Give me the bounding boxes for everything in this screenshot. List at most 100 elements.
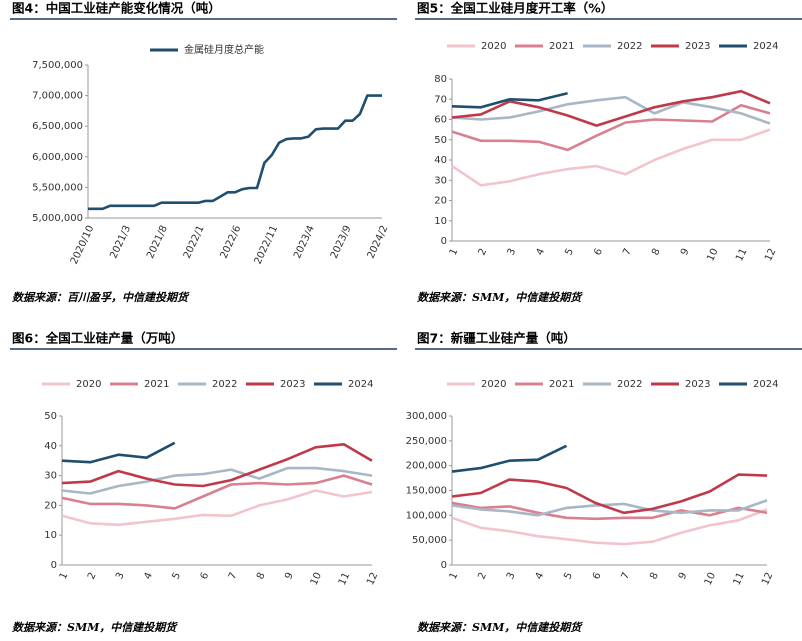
series-line [88,94,382,211]
x-tick-label: 2022/6 [219,224,244,261]
x-tick-label: 8 [650,247,663,257]
x-tick-label: 2021/3 [108,224,133,261]
series-line [451,91,568,109]
x-tick-label: 3 [506,247,519,257]
y-tick-label: 40 [44,441,57,452]
series-line [451,473,768,515]
x-tick-label: 4 [534,571,547,581]
y-tick-label: 20 [44,500,57,511]
legend-label: 2020 [481,379,506,390]
x-tick-label: 8 [648,571,661,581]
x-tick-label: 6 [591,571,604,581]
x-tick-label: 9 [679,247,692,257]
y-tick-label: 6,500,000 [32,121,83,132]
legend-label: 2022 [212,379,237,390]
y-tick-label: 60 [434,115,447,126]
y-tick-label: 30 [44,471,57,482]
y-tick-label: 50 [44,411,57,422]
chart-panel: 图4：中国工业硅产能变化情况（吨） 5,000,000 5,500,000 6,000… [10,1,397,304]
x-tick-label: 3 [114,571,127,581]
series-line [451,95,771,125]
series-line [451,499,768,517]
legend-label: 2023 [685,41,710,52]
legend-label: 2022 [617,41,642,52]
chart-title: 图4：中国工业硅产能变化情况（吨） [12,1,221,16]
y-tick-label: 7,000,000 [32,91,83,102]
x-tick-label: 8 [255,571,268,581]
legend-label: 2021 [549,41,574,52]
x-tick-label: 10 [309,571,324,587]
y-tick-label: 0 [51,560,57,571]
source-note: 数据来源：SMM，中信建投期货 [12,621,178,634]
x-tick-label: 12 [760,571,775,587]
x-tick-label: 9 [283,571,296,581]
y-tick-label: 20 [434,196,447,207]
x-tick-label: 5 [562,571,575,581]
source-note: 数据来源：SMM，中信建投期货 [417,621,583,634]
series-line [61,489,373,527]
x-tick-label: 4 [142,571,155,581]
x-tick-label: 11 [337,571,352,587]
y-tick-label: 50 [434,135,447,146]
x-tick-label: 2022/1 [182,224,207,261]
x-tick-label: 11 [734,247,749,263]
legend-label: 2023 [685,379,710,390]
x-tick-label: 12 [365,571,380,587]
y-tick-label: 200,000 [406,461,447,472]
x-tick-label: 10 [703,571,718,587]
legend-label: 2020 [481,41,506,52]
x-tick-label: 1 [448,247,461,257]
source-note: 数据来源：SMM，中信建投期货 [417,291,583,304]
x-tick-label: 2 [476,571,489,581]
y-tick-label: 30 [434,175,447,186]
series-line [451,501,768,521]
x-tick-label: 1 [58,571,71,581]
x-tick-label: 7 [227,571,240,581]
y-tick-label: 0 [441,560,447,571]
series-line [61,474,373,510]
y-tick-label: 100,000 [406,510,447,521]
x-tick-label: 2022/11 [253,224,281,266]
x-tick-label: 3 [505,571,518,581]
x-tick-label: 9 [677,571,690,581]
x-tick-label: 7 [620,571,633,581]
chart-panel: 图7：新疆工业硅产量（吨） 0 50,000 100,000 150,000 200,00… [406,331,802,634]
x-tick-label: 2 [86,571,99,581]
legend-label: 2024 [753,41,778,52]
source-note: 数据来源：百川盈孚，中信建投期货 [12,291,190,304]
x-tick-label: 5 [563,247,576,257]
y-tick-label: 70 [434,94,447,105]
legend-label: 2021 [549,379,574,390]
x-tick-label: 2020/10 [69,224,97,266]
x-tick-label: 6 [199,571,212,581]
series-line [451,128,771,187]
x-tick-label: 2023/4 [292,224,317,261]
x-tick-label: 2021/8 [145,224,170,261]
legend-label: 金属硅月度总产能 [184,43,264,56]
y-tick-label: 5,500,000 [32,182,83,193]
y-tick-label: 0 [441,236,447,247]
y-tick-label: 250,000 [406,436,447,447]
chart-title: 图6：全国工业硅产量（万吨） [12,331,183,346]
y-tick-label: 40 [434,155,447,166]
y-tick-label: 6,000,000 [32,152,83,163]
y-tick-label: 7,500,000 [32,60,83,71]
chart-title: 图5：全国工业硅月度开工率（%） [417,1,613,16]
legend-label: 2022 [617,379,642,390]
legend-label: 2023 [280,379,305,390]
x-tick-label: 11 [731,571,746,587]
y-tick-label: 150,000 [406,486,447,497]
x-tick-label: 10 [705,247,720,263]
x-tick-label: 12 [763,247,778,263]
series-line [61,443,373,488]
y-tick-label: 80 [434,74,447,85]
x-tick-label: 5 [171,571,184,581]
y-tick-label: 300,000 [406,411,447,422]
legend-label: 2020 [76,379,101,390]
series-line [451,444,568,473]
series-line [451,104,771,152]
series-line [61,441,176,464]
